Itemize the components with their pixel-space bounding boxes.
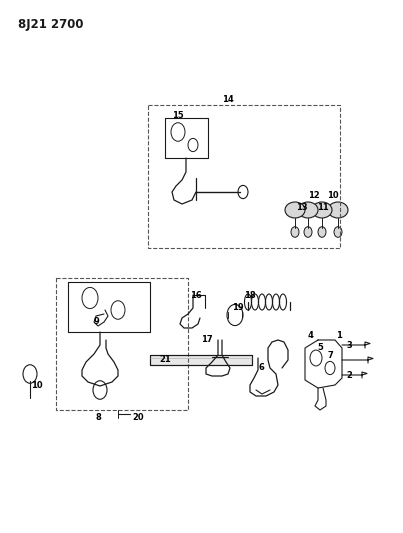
Ellipse shape [312, 202, 332, 218]
Text: 21: 21 [159, 356, 171, 365]
Text: 15: 15 [172, 110, 184, 119]
Text: 12: 12 [308, 191, 320, 200]
Circle shape [318, 227, 326, 237]
Circle shape [334, 227, 342, 237]
Text: 8J21 2700: 8J21 2700 [18, 18, 83, 31]
FancyBboxPatch shape [150, 355, 252, 365]
Ellipse shape [328, 202, 348, 218]
Text: 3: 3 [346, 341, 352, 350]
Text: 11: 11 [317, 204, 329, 213]
Text: 10: 10 [31, 381, 43, 390]
Text: 10: 10 [327, 191, 339, 200]
Text: 7: 7 [327, 351, 333, 359]
Text: 2: 2 [346, 370, 352, 379]
Text: 16: 16 [190, 290, 202, 300]
Text: 19: 19 [232, 303, 244, 312]
Ellipse shape [298, 202, 318, 218]
Text: 6: 6 [258, 364, 264, 373]
Text: 4: 4 [308, 330, 314, 340]
Text: 17: 17 [201, 335, 213, 344]
Text: 1: 1 [336, 330, 342, 340]
Ellipse shape [285, 202, 305, 218]
Circle shape [291, 227, 299, 237]
Text: 13: 13 [296, 204, 308, 213]
Text: 14: 14 [222, 95, 234, 104]
Circle shape [304, 227, 312, 237]
Text: 5: 5 [317, 343, 323, 351]
Text: 8: 8 [95, 414, 101, 423]
Text: 20: 20 [132, 414, 144, 423]
Text: 9: 9 [93, 318, 99, 327]
Text: 18: 18 [244, 290, 256, 300]
